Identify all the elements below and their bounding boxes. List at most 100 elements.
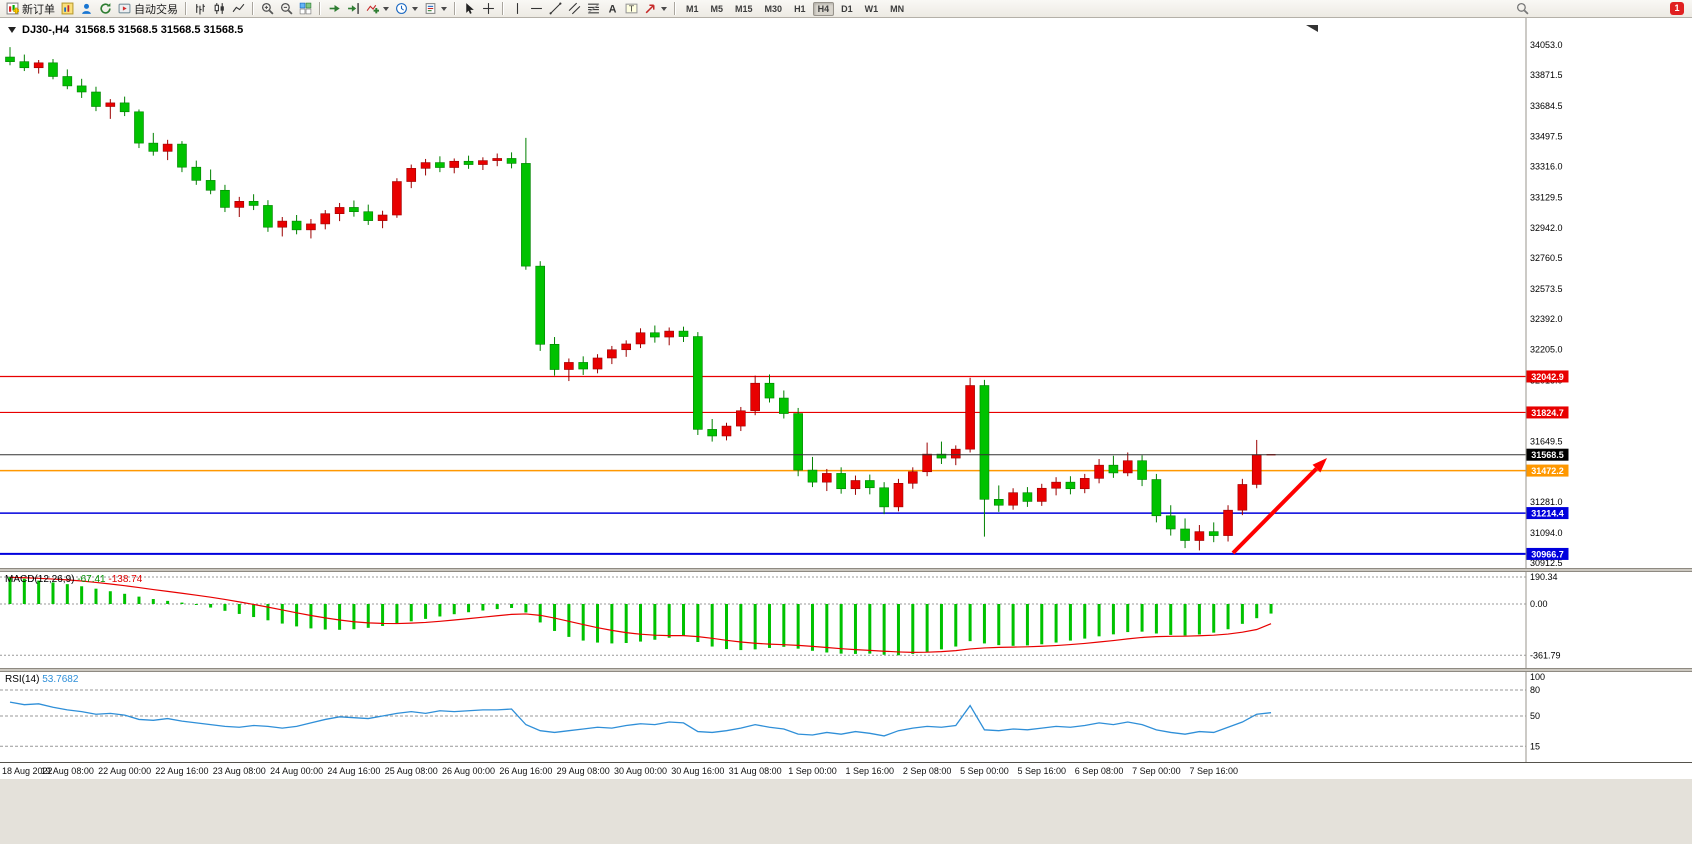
- chevron-down-icon: [661, 6, 667, 11]
- time-label: 29 Aug 08:00: [556, 766, 610, 776]
- zoom-out-button[interactable]: [277, 1, 296, 17]
- vertical-line-button[interactable]: [508, 1, 527, 17]
- svg-text:31824.7: 31824.7: [1531, 408, 1564, 418]
- candlestick-chart-button[interactable]: [210, 1, 229, 17]
- autotrading-icon: [118, 2, 131, 15]
- macd-label: MACD(12,26,9) -67.41 -138.74: [5, 574, 142, 585]
- trendline-button[interactable]: [546, 1, 565, 17]
- timeframe-m5[interactable]: M5: [710, 3, 724, 14]
- time-label: 26 Aug 00:00: [442, 766, 496, 776]
- alert-button[interactable]: 1: [1670, 2, 1684, 15]
- svg-text:33871.5: 33871.5: [1530, 70, 1563, 80]
- text-label-icon: T: [625, 2, 638, 15]
- macd-panel[interactable]: 190.34 0.00 -361.79: [0, 572, 1692, 668]
- chevron-down-icon: [412, 6, 418, 11]
- indicators-button[interactable]: [363, 1, 392, 17]
- price-tag: 31472.2: [1526, 464, 1569, 477]
- fibonacci-icon: [587, 2, 600, 15]
- toolbar-separator: [454, 2, 456, 15]
- time-axis[interactable]: 18 Aug 2022 19 Aug 08:00 22 Aug 00:00 22 Au…: [0, 762, 1692, 779]
- toolbar-separator: [502, 2, 504, 15]
- text-label-button[interactable]: T: [622, 1, 641, 17]
- time-label: 18 Aug 2022: [2, 766, 53, 776]
- crosshair-button[interactable]: [479, 1, 498, 17]
- vertical-line-icon: [511, 2, 524, 15]
- price-tag: 32042.9: [1526, 370, 1569, 383]
- bar-chart-button[interactable]: [191, 1, 210, 17]
- price-scale[interactable]: [1526, 18, 1586, 568]
- macd-histogram: [8, 577, 1273, 656]
- profiles-icon: [80, 2, 93, 15]
- timeframe-w1[interactable]: W1: [864, 3, 879, 14]
- time-label: 23 Aug 08:00: [212, 766, 266, 776]
- autotrading-button[interactable]: 自动交易: [115, 1, 181, 17]
- time-label: 2 Sep 08:00: [902, 766, 952, 776]
- timeframe-h1[interactable]: H1: [794, 3, 806, 14]
- channel-button[interactable]: [565, 1, 584, 17]
- panel-splitter[interactable]: [0, 568, 1692, 572]
- arrows-button[interactable]: [641, 1, 670, 17]
- chart-dropdown-icon[interactable]: [8, 27, 16, 33]
- charts-button[interactable]: [58, 1, 77, 17]
- svg-text:32042.9: 32042.9: [1531, 372, 1564, 382]
- periods-button[interactable]: [392, 1, 421, 17]
- rsi-panel[interactable]: 100 80 50 15: [0, 672, 1692, 762]
- toolbar-separator: [252, 2, 254, 15]
- time-label: 24 Aug 16:00: [327, 766, 381, 776]
- svg-text:32760.5: 32760.5: [1530, 253, 1563, 263]
- price-tag: 31824.7: [1526, 406, 1569, 419]
- main-chart[interactable]: 34053.0 33871.5 33684.5 33497.5 33316.0 33129…: [0, 18, 1692, 568]
- cursor-icon: [463, 2, 476, 15]
- timeframe-m30[interactable]: M30: [764, 3, 783, 14]
- panel-splitter[interactable]: [0, 668, 1692, 672]
- timeframe-m1[interactable]: M1: [686, 3, 699, 14]
- svg-text:31568.5: 31568.5: [1531, 450, 1564, 460]
- tile-windows-button[interactable]: [296, 1, 315, 17]
- search-button[interactable]: [1516, 2, 1529, 15]
- profiles-button[interactable]: [77, 1, 96, 17]
- text-button[interactable]: A: [603, 1, 622, 17]
- new-order-button[interactable]: 新订单: [3, 1, 58, 17]
- zoom-in-button[interactable]: [258, 1, 277, 17]
- svg-text:100: 100: [1530, 672, 1545, 682]
- price-tag: 31568.5: [1526, 448, 1569, 461]
- templates-button[interactable]: [421, 1, 450, 17]
- new-order-icon: [6, 2, 19, 15]
- horizontal-line-objects[interactable]: [0, 375, 1526, 555]
- chart-shift-button[interactable]: [344, 1, 363, 17]
- svg-text:33497.5: 33497.5: [1530, 132, 1563, 142]
- svg-text:31649.5: 31649.5: [1530, 436, 1563, 446]
- horizontal-line-icon: [530, 2, 543, 15]
- svg-text:32573.5: 32573.5: [1530, 284, 1563, 294]
- macd-main-value: -67.41: [77, 574, 106, 585]
- chart-symbol-header: DJ30-,H4 31568.5 31568.5 31568.5 31568.5: [8, 24, 243, 36]
- candles: [5, 47, 1276, 551]
- scroll-position-marker[interactable]: [1306, 25, 1318, 32]
- svg-text:15: 15: [1530, 741, 1540, 751]
- auto-scroll-button[interactable]: [325, 1, 344, 17]
- time-label: 5 Sep 16:00: [1017, 766, 1067, 776]
- line-chart-icon: [232, 2, 245, 15]
- fibonacci-button[interactable]: [584, 1, 603, 17]
- refresh-button[interactable]: [96, 1, 115, 17]
- cursor-button[interactable]: [460, 1, 479, 17]
- timeframe-d1[interactable]: D1: [841, 3, 853, 14]
- time-label: 6 Sep 08:00: [1074, 766, 1124, 776]
- svg-text:-361.79: -361.79: [1530, 650, 1561, 660]
- timeframe-h4[interactable]: H4: [812, 1, 835, 16]
- svg-text:33684.5: 33684.5: [1530, 101, 1563, 111]
- svg-text:0.00: 0.00: [1530, 599, 1548, 609]
- svg-text:32942.0: 32942.0: [1530, 223, 1563, 233]
- svg-text:33129.5: 33129.5: [1530, 192, 1563, 202]
- horizontal-line-button[interactable]: [527, 1, 546, 17]
- time-label: 7 Sep 00:00: [1132, 766, 1181, 776]
- svg-text:32392.0: 32392.0: [1530, 314, 1563, 324]
- alert-icon: 1: [1670, 2, 1684, 15]
- arrow-drawing[interactable]: [1231, 458, 1327, 555]
- timeframe-mn[interactable]: MN: [890, 3, 905, 14]
- line-chart-button[interactable]: [229, 1, 248, 17]
- toolbar-separator: [185, 2, 187, 15]
- timeframe-m15[interactable]: M15: [735, 3, 753, 14]
- chevron-down-icon: [383, 6, 389, 11]
- bar-chart-icon: [194, 2, 207, 15]
